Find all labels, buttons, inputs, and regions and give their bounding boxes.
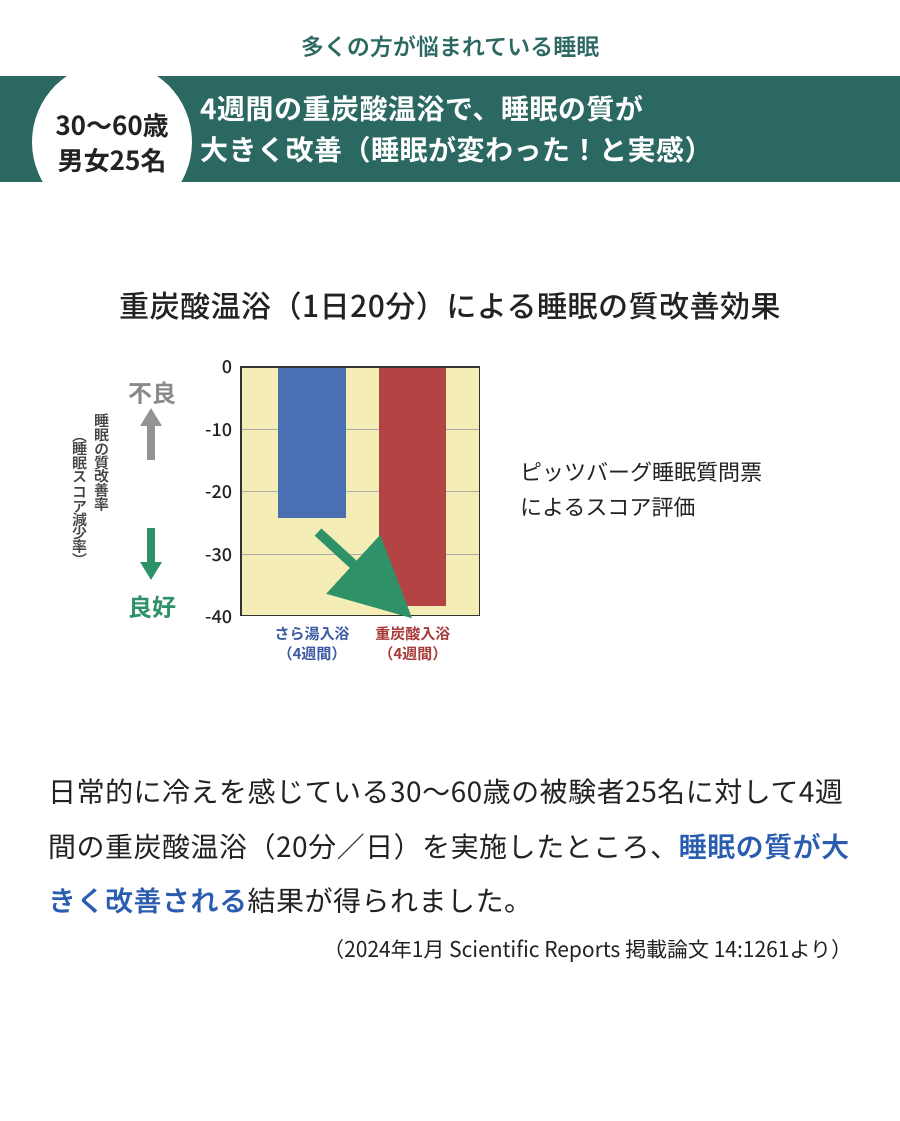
y-tick-label: -10 [205, 416, 232, 442]
tagline: 多くの方が悩まれている睡眠 [0, 0, 900, 62]
plot-area: 0-10-20-30-40さら湯入浴（4週間）重炭酸入浴（4週間） [240, 366, 480, 616]
chart-title: 重炭酸温浴（1日20分）による睡眠の質改善効果 [0, 282, 900, 326]
chart-note-line1: ピッツバーグ睡眠質問票 [520, 455, 762, 487]
infographic-root: 多くの方が悩まれている睡眠 4週間の重炭酸温浴で、睡眠の質が 大きく改善（睡眠が… [0, 0, 900, 1121]
headline-text: 4週間の重炭酸温浴で、睡眠の質が 大きく改善（睡眠が変わった！と実感） [200, 88, 713, 169]
y-tick-label: -30 [205, 541, 232, 567]
chart-note: ピッツバーグ睡眠質問票 によるスコア評価 [520, 454, 762, 524]
trend-arrow-icon [240, 366, 480, 616]
y-tick-label: -20 [205, 478, 232, 504]
y-axis-caption-main: 睡眠の質改善率 [92, 412, 110, 510]
bar-chart: 睡眠の質改善率 （睡眠スコア減少率） 不良 良好 [0, 356, 900, 686]
y-axis-label-bad: 不良 [128, 374, 176, 409]
y-tick-label: 0 [222, 353, 232, 379]
chart-note-line2: によるスコア評価 [520, 490, 695, 522]
y-axis-caption-sub: （睡眠スコア減少率） [70, 426, 88, 566]
y-axis-label-good: 良好 [128, 588, 176, 623]
citation: （2024年1月 Scientific Reports 掲載論文 14:1261… [0, 934, 900, 964]
body-paragraph: 日常的に冷えを感じている30～60歳の被験者25名に対して4週間の重炭酸温浴（2… [0, 764, 900, 928]
headline-line1: 4週間の重炭酸温浴で、睡眠の質が [200, 88, 643, 128]
body-text-post: 結果が得られました。 [248, 880, 533, 920]
bar-label-control: さら湯入浴（4週間） [274, 624, 349, 665]
arrow-up-icon [140, 408, 162, 460]
y-tick-label: -40 [205, 603, 232, 629]
arrow-down-icon [140, 528, 162, 580]
bar-label-treatment: 重炭酸入浴（4週間） [375, 624, 450, 665]
badge-line1: 30～60歳 [55, 107, 168, 142]
headline-line2: 大きく改善（睡眠が変わった！と実感） [200, 129, 713, 169]
badge-line2: 男女25名 [58, 142, 167, 177]
demographic-badge: 30～60歳 男女25名 [32, 62, 192, 222]
